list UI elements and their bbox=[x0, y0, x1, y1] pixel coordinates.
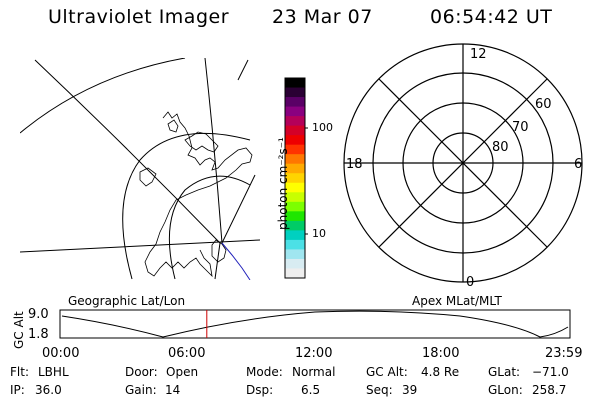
colorbar-stripe bbox=[285, 97, 305, 108]
filter-key: Flt: bbox=[10, 365, 29, 379]
colorbar-unit-label: photon cm⁻²s⁻¹ bbox=[276, 137, 290, 230]
colorbar-stripe bbox=[285, 163, 305, 174]
altitude-ytick-high: 9.0 bbox=[28, 307, 49, 322]
colorbar-stripe bbox=[285, 182, 305, 193]
polar-ring-inner bbox=[432, 132, 494, 194]
glon-key: GLon: bbox=[488, 383, 523, 397]
meridian-line bbox=[20, 239, 260, 253]
colorbar-stripe bbox=[285, 125, 305, 136]
polar-label-12: 12 bbox=[470, 47, 487, 62]
meridian-line bbox=[34, 59, 221, 244]
meridian-line bbox=[221, 174, 256, 244]
polar-ring bbox=[372, 72, 554, 254]
ip-value: 36.0 bbox=[35, 383, 62, 397]
coastline bbox=[139, 167, 157, 187]
dsp-key: Dsp: bbox=[246, 383, 274, 397]
lat-line bbox=[122, 132, 251, 280]
door-value: Open bbox=[166, 365, 199, 379]
coastline bbox=[167, 119, 179, 133]
coastline bbox=[144, 111, 253, 278]
gain-value: 14 bbox=[165, 383, 181, 397]
glon-value: 258.7 bbox=[532, 383, 567, 397]
glat-key: GLat: bbox=[488, 365, 521, 379]
polar-label-70: 70 bbox=[512, 120, 529, 135]
colorbar-stripe bbox=[285, 135, 305, 146]
gc-alt-key: GC Alt: bbox=[366, 365, 408, 379]
seq-value: 39 bbox=[402, 383, 418, 397]
colorbar-stripe bbox=[285, 220, 305, 231]
filter-value: LBHL bbox=[38, 365, 69, 379]
colorbar-stripe bbox=[285, 211, 305, 222]
apex-label: Apex MLat/MLT bbox=[412, 294, 502, 308]
colorbar-tick-label: 100 bbox=[312, 121, 333, 134]
altitude-ytick-low: 1.8 bbox=[28, 327, 49, 342]
door-key: Door: bbox=[125, 365, 158, 379]
time-tick: 12:00 bbox=[295, 346, 333, 361]
polar-label-80: 80 bbox=[492, 140, 509, 155]
polar-ring-outer bbox=[343, 43, 583, 283]
colorbar bbox=[284, 77, 308, 279]
colorbar-stripe bbox=[285, 249, 305, 260]
coastline-blue bbox=[221, 242, 251, 280]
polar-label-60: 60 bbox=[535, 97, 552, 112]
colorbar-stripe bbox=[285, 154, 305, 165]
geographic-label: Geographic Lat/Lon bbox=[68, 294, 186, 308]
polar-diagonal bbox=[378, 78, 548, 248]
colorbar-stripe bbox=[285, 239, 305, 251]
glat-value: −71.0 bbox=[532, 365, 569, 379]
polar-ring bbox=[402, 102, 524, 224]
altitude-plot bbox=[59, 309, 571, 339]
meridian-line bbox=[214, 242, 221, 280]
lat-line bbox=[20, 58, 186, 134]
time-tick: 23:59 bbox=[545, 346, 583, 361]
polar-label-18: 18 bbox=[346, 157, 363, 172]
meridian-line bbox=[204, 58, 223, 244]
colorbar-stripe bbox=[285, 116, 305, 127]
time-tick: 18:00 bbox=[422, 346, 460, 361]
observation-date: 23 Mar 07 bbox=[272, 6, 373, 28]
seq-key: Seq: bbox=[366, 383, 393, 397]
gain-key: Gain: bbox=[125, 383, 157, 397]
colorbar-stripe bbox=[285, 78, 305, 89]
ip-key: IP: bbox=[10, 383, 25, 397]
colorbar-stripe bbox=[285, 258, 305, 270]
colorbar-stripe bbox=[285, 144, 305, 155]
colorbar-stripe bbox=[285, 230, 305, 241]
polar-diagonal bbox=[378, 78, 548, 248]
altitude-ylabel: GC Alt bbox=[12, 311, 26, 349]
time-tick: 06:00 bbox=[168, 346, 206, 361]
polar-label-6: 6 bbox=[574, 157, 583, 172]
mode-key: Mode: bbox=[246, 365, 283, 379]
colorbar-stripe bbox=[285, 201, 305, 212]
coastline bbox=[211, 239, 227, 263]
image-title: Ultraviolet Imager bbox=[48, 6, 230, 28]
observation-time: 06:54:42 UT bbox=[430, 6, 553, 28]
coastline bbox=[184, 131, 219, 153]
mode-value: Normal bbox=[292, 365, 336, 379]
polar-label-0: 0 bbox=[466, 275, 475, 290]
colorbar-stripe bbox=[285, 87, 305, 98]
colorbar-stripe bbox=[285, 173, 305, 184]
colorbar-tick-label: 10 bbox=[312, 227, 326, 240]
altitude-curve bbox=[61, 310, 569, 338]
colorbar-stripe bbox=[285, 268, 305, 279]
time-tick: 00:00 bbox=[42, 346, 80, 361]
dsp-value: 6.5 bbox=[301, 383, 321, 397]
lat-line bbox=[168, 175, 251, 280]
colorbar-stripe bbox=[285, 106, 305, 117]
colorbar-stripe bbox=[285, 192, 305, 203]
meridian-line bbox=[237, 59, 249, 81]
gc-alt-value: 4.8 Re bbox=[421, 365, 460, 379]
